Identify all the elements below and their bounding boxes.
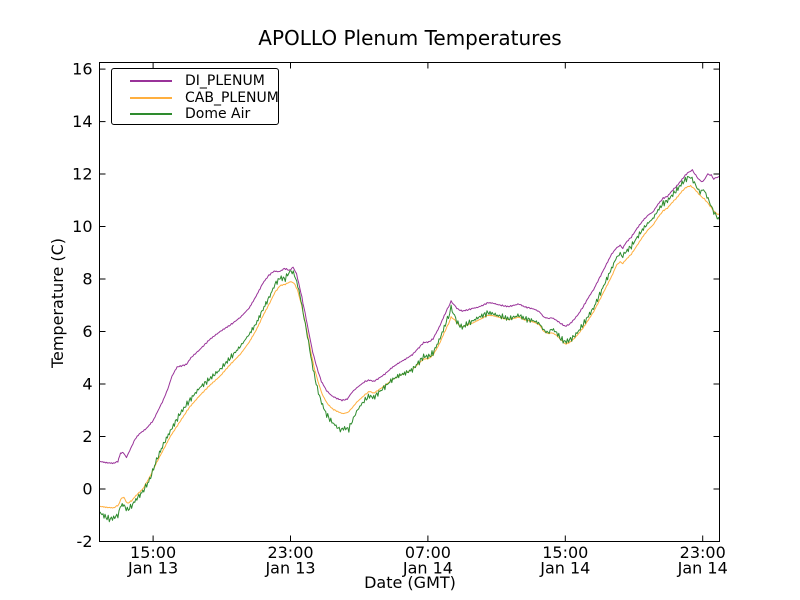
y-tick-label: 6 — [82, 322, 92, 341]
series-line-Dome Air — [99, 176, 720, 523]
y-tick-label: -2 — [77, 532, 93, 551]
x-tick-label: 15:00 Jan 13 — [127, 543, 178, 578]
y-tick-label: 16 — [72, 60, 92, 79]
y-tick-label: 12 — [72, 165, 92, 184]
y-axis-label: Temperature (C) — [48, 237, 68, 369]
x-tick-label: 15:00 Jan 14 — [539, 543, 590, 578]
series-line-DI_PLENUM — [99, 169, 720, 465]
plot-border — [99, 62, 720, 542]
legend-item-di-plenum: DI_PLENUM — [130, 73, 278, 90]
y-tick-label: 0 — [82, 480, 92, 499]
y-tick-label: 14 — [72, 112, 92, 131]
y-tick-label: 4 — [82, 375, 92, 394]
x-tick-label: 23:00 Jan 14 — [677, 543, 728, 578]
x-tick-label: 07:00 Jan 14 — [402, 543, 453, 578]
y-tick-label: 8 — [82, 270, 92, 289]
legend-label: Dome Air — [185, 106, 251, 123]
legend: DI_PLENUM CAB_PLENUM Dome Air — [111, 68, 279, 125]
legend-item-cab-plenum: CAB_PLENUM — [130, 89, 279, 107]
x-tick-label: 23:00 Jan 13 — [264, 543, 315, 578]
legend-label: CAB_PLENUM — [185, 89, 279, 106]
legend-item-dome-air: Dome Air — [130, 106, 278, 123]
chart-title: APOLLO Plenum Temperatures — [258, 26, 562, 50]
x-axis-label: Date (GMT) — [364, 573, 456, 592]
legend-line-sample-cab-plenum — [130, 96, 172, 99]
legend-line-sample-dome-air — [130, 113, 172, 116]
legend-line-sample-di-plenum — [130, 80, 172, 83]
series-line-CAB_PLENUM — [99, 184, 720, 509]
legend-label: DI_PLENUM — [185, 73, 265, 90]
y-tick-label: 10 — [72, 217, 92, 236]
y-tick-label: 2 — [82, 427, 92, 446]
